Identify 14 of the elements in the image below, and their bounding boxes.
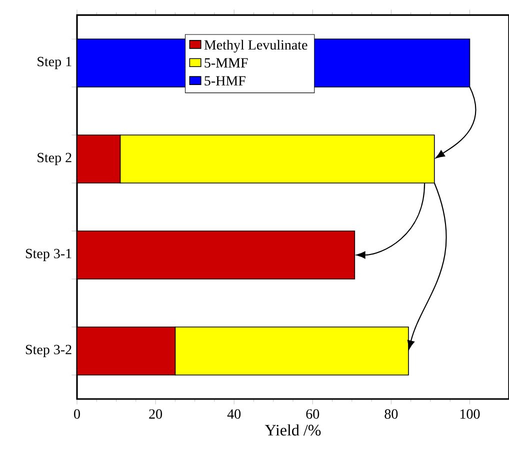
x-tick-label: 60 <box>306 409 320 419</box>
x-axis-title: Yield /% <box>264 424 321 436</box>
legend-label: 5-HMF <box>204 76 246 86</box>
y-tick-label: Step 3-2 <box>26 344 72 358</box>
y-tick-label: Step 2 <box>38 152 72 166</box>
y-tick-label: Step 3-1 <box>26 248 72 262</box>
x-tick-label: 100 <box>460 409 480 419</box>
legend-label: 5-MMF <box>204 58 248 68</box>
x-tick-label: 80 <box>384 409 398 419</box>
x-tick-label: 40 <box>227 409 241 419</box>
legend-label: Methyl Levulinate <box>204 40 308 53</box>
x-tick-label: 0 <box>74 409 80 419</box>
y-tick-label: Step 1 <box>38 56 72 70</box>
x-tick-label: 20 <box>149 409 162 419</box>
